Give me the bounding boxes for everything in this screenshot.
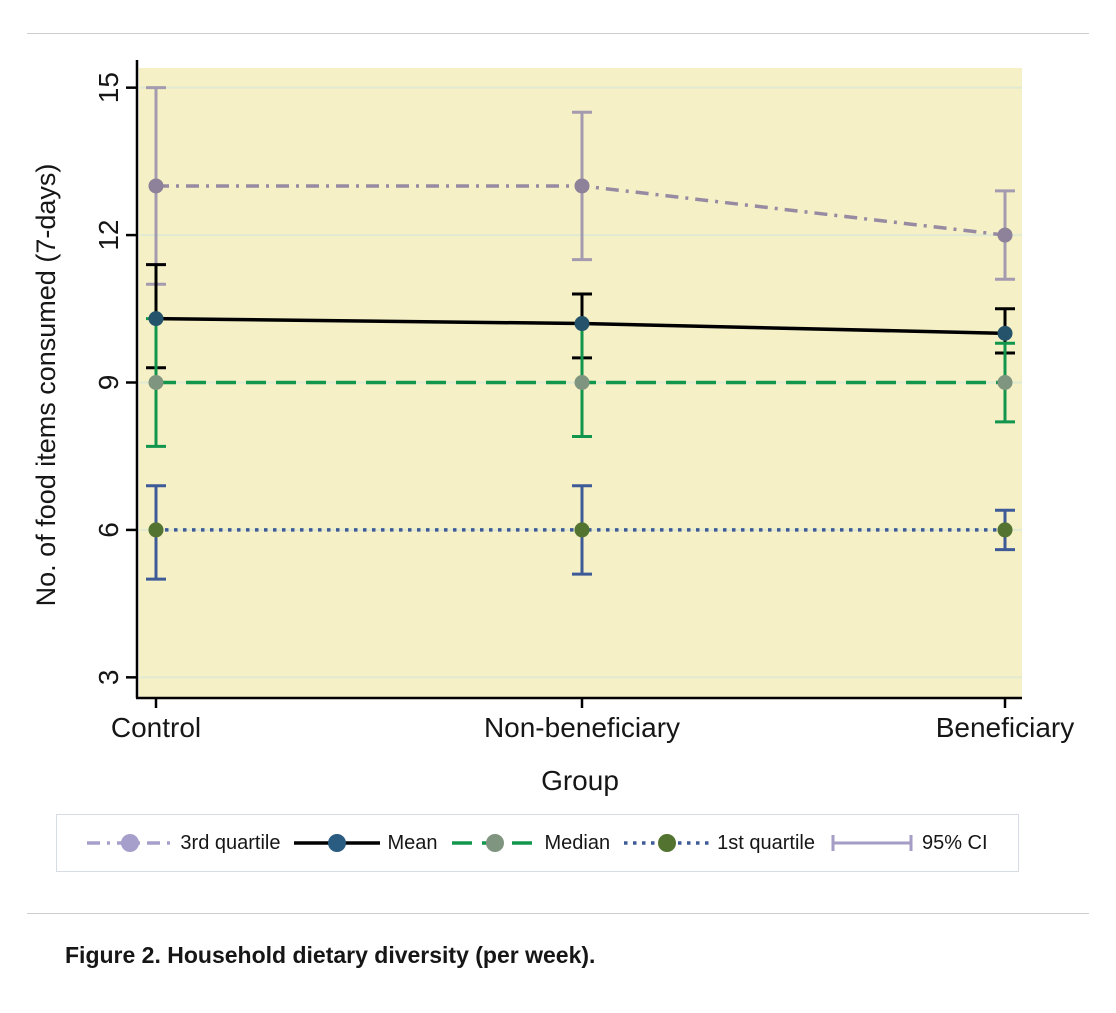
y-tick-label: 3 xyxy=(93,670,124,686)
legend-marker xyxy=(328,834,347,852)
legend-sample xyxy=(831,835,913,851)
data-point-3rd-quartile xyxy=(574,178,590,194)
data-point-median xyxy=(997,375,1013,390)
data-point-1st-quartile xyxy=(997,522,1013,538)
legend-label: 3rd quartile xyxy=(180,831,281,854)
y-tick-label: 15 xyxy=(93,72,124,103)
legend-sample xyxy=(294,834,381,852)
x-tick-label-control: Control xyxy=(111,712,201,743)
legend-item-3rd-quartile: 3rd quartile xyxy=(87,830,280,856)
legend-sample xyxy=(87,834,174,852)
x-axis-title: Group xyxy=(541,765,619,796)
y-tick-label: 6 xyxy=(93,522,124,538)
data-point-3rd-quartile xyxy=(997,227,1013,243)
y-axis-title: No. of food items consumed (7-days) xyxy=(31,164,61,607)
y-tick-label: 12 xyxy=(93,220,124,251)
legend-sample xyxy=(624,834,711,852)
legend-label: Median xyxy=(544,831,611,854)
legend-marker xyxy=(658,834,677,852)
legend-marker xyxy=(121,834,140,852)
divider-bottom xyxy=(27,913,1089,914)
data-point-median xyxy=(148,375,164,390)
dietary-diversity-chart: 15 12 9 6 3 Control Non-beneficiary Beneficiary… xyxy=(31,60,1075,796)
data-point-1st-quartile xyxy=(574,522,590,538)
figure-caption: Figure 2. Household dietary diversity (p… xyxy=(65,942,596,968)
data-point-median xyxy=(574,375,590,390)
legend-item-95-ci: 95% CI xyxy=(829,830,988,856)
data-point-1st-quartile xyxy=(148,522,164,538)
data-point-mean xyxy=(997,325,1013,341)
legend-item-1st-quartile: 1st quartile xyxy=(624,830,815,856)
data-point-mean xyxy=(148,311,164,327)
legend-sample xyxy=(451,834,538,852)
legend-marker xyxy=(485,834,504,852)
legend-label: 95% CI xyxy=(921,831,988,854)
legend: 3rd quartile Mean Median 1st quartile 95% CI xyxy=(56,814,1019,872)
x-tick-label-beneficiary: Beneficiary xyxy=(936,712,1075,743)
divider-top xyxy=(27,33,1089,34)
legend-label: 1st quartile xyxy=(717,831,815,854)
data-point-mean xyxy=(574,316,590,332)
data-point-3rd-quartile xyxy=(148,178,164,194)
legend-label: Mean xyxy=(387,831,438,854)
legend-item-mean: Mean xyxy=(294,830,438,856)
legend-item-median: Median xyxy=(451,830,611,856)
y-tick-label: 9 xyxy=(93,375,124,391)
x-tick-label-non-beneficiary: Non-beneficiary xyxy=(484,712,680,743)
